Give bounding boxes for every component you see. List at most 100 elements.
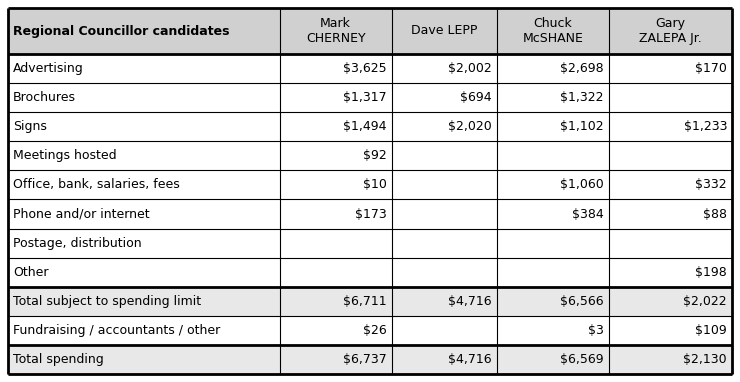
Text: Dave LEPP: Dave LEPP	[411, 24, 477, 37]
Bar	[8, 83, 280, 112]
Text: $2,020: $2,020	[448, 120, 491, 133]
Bar	[8, 316, 280, 345]
Bar	[497, 112, 609, 141]
Text: Office, bank, salaries, fees: Office, bank, salaries, fees	[13, 178, 180, 191]
Text: Signs: Signs	[13, 120, 47, 133]
Bar	[280, 8, 391, 54]
Bar	[497, 199, 609, 228]
Bar	[280, 170, 391, 199]
Text: $26: $26	[363, 324, 387, 337]
Text: $6,737: $6,737	[343, 353, 387, 366]
Bar	[497, 287, 609, 316]
Text: $173: $173	[355, 207, 387, 220]
Text: Brochures: Brochures	[13, 91, 76, 104]
Text: Gary
ZALEPA Jr.: Gary ZALEPA Jr.	[639, 17, 702, 45]
Bar	[391, 199, 497, 228]
Text: Total subject to spending limit: Total subject to spending limit	[13, 295, 201, 308]
Bar	[609, 228, 732, 257]
Text: Mark
CHERNEY: Mark CHERNEY	[306, 17, 366, 45]
Bar	[391, 228, 497, 257]
Text: Advertising: Advertising	[13, 62, 84, 75]
Bar	[497, 83, 609, 112]
Text: $6,711: $6,711	[343, 295, 387, 308]
Bar	[8, 170, 280, 199]
Bar	[8, 257, 280, 287]
Text: $6,566: $6,566	[560, 295, 604, 308]
Text: $4,716: $4,716	[448, 353, 491, 366]
Text: $4,716: $4,716	[448, 295, 491, 308]
Text: $384: $384	[572, 207, 604, 220]
Bar	[609, 316, 732, 345]
Bar	[391, 8, 497, 54]
Bar	[280, 345, 391, 374]
Bar	[391, 170, 497, 199]
Bar	[497, 228, 609, 257]
Text: Other: Other	[13, 266, 49, 279]
Bar	[497, 8, 609, 54]
Bar	[609, 257, 732, 287]
Bar	[609, 8, 732, 54]
Bar	[609, 199, 732, 228]
Text: $170: $170	[695, 62, 727, 75]
Bar	[8, 8, 280, 54]
Text: $1,233: $1,233	[684, 120, 727, 133]
Bar	[8, 287, 280, 316]
Text: Total spending: Total spending	[13, 353, 104, 366]
Text: $10: $10	[363, 178, 387, 191]
Bar	[280, 199, 391, 228]
Text: $3,625: $3,625	[343, 62, 387, 75]
Bar	[609, 83, 732, 112]
Text: $1,060: $1,060	[560, 178, 604, 191]
Bar	[497, 170, 609, 199]
Text: $2,130: $2,130	[683, 353, 727, 366]
Text: $88: $88	[703, 207, 727, 220]
Bar	[280, 141, 391, 170]
Bar	[391, 141, 497, 170]
Bar	[391, 345, 497, 374]
Text: $1,322: $1,322	[560, 91, 604, 104]
Bar	[8, 228, 280, 257]
Bar	[8, 141, 280, 170]
Bar	[280, 54, 391, 83]
Text: Fundraising / accountants / other: Fundraising / accountants / other	[13, 324, 221, 337]
Text: Phone and/or internet: Phone and/or internet	[13, 207, 149, 220]
Text: $6,569: $6,569	[560, 353, 604, 366]
Bar	[280, 112, 391, 141]
Text: $2,698: $2,698	[560, 62, 604, 75]
Bar	[391, 54, 497, 83]
Bar	[280, 228, 391, 257]
Bar	[497, 257, 609, 287]
Bar	[497, 316, 609, 345]
Bar	[609, 112, 732, 141]
Text: Regional Councillor candidates: Regional Councillor candidates	[13, 24, 229, 37]
Bar	[391, 257, 497, 287]
Bar	[391, 112, 497, 141]
Bar	[497, 345, 609, 374]
Bar	[8, 199, 280, 228]
Bar	[8, 112, 280, 141]
Text: $2,022: $2,022	[683, 295, 727, 308]
Text: Chuck
McSHANE: Chuck McSHANE	[522, 17, 583, 45]
Bar	[497, 54, 609, 83]
Bar	[280, 287, 391, 316]
Bar	[609, 345, 732, 374]
Bar	[609, 141, 732, 170]
Bar	[497, 141, 609, 170]
Text: $198: $198	[696, 266, 727, 279]
Text: $92: $92	[363, 149, 387, 162]
Bar	[391, 316, 497, 345]
Bar	[609, 170, 732, 199]
Bar	[391, 83, 497, 112]
Bar	[280, 316, 391, 345]
Text: Meetings hosted: Meetings hosted	[13, 149, 117, 162]
Bar	[391, 287, 497, 316]
Bar	[280, 83, 391, 112]
Text: Postage, distribution: Postage, distribution	[13, 236, 141, 249]
Text: $109: $109	[696, 324, 727, 337]
Text: $694: $694	[460, 91, 491, 104]
Text: $1,494: $1,494	[343, 120, 387, 133]
Text: $332: $332	[696, 178, 727, 191]
Text: $2,002: $2,002	[448, 62, 491, 75]
Bar	[609, 54, 732, 83]
Bar	[8, 345, 280, 374]
